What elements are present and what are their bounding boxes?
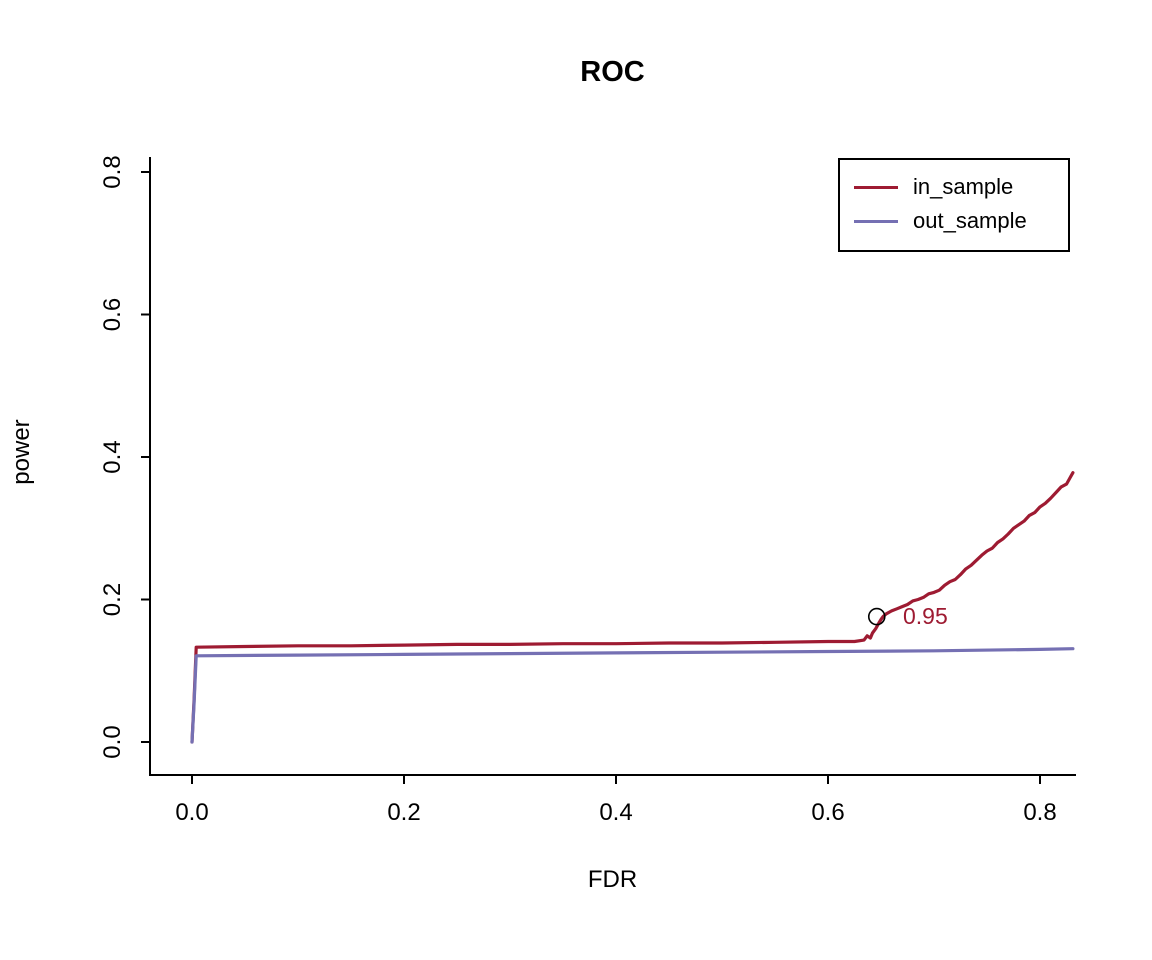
svg-text:0.2: 0.2: [387, 799, 420, 826]
legend: in_sample out_sample: [838, 158, 1070, 252]
threshold-annotation: 0.95: [903, 603, 948, 629]
out-sample-line-swatch: [854, 219, 898, 223]
svg-text:0.0: 0.0: [99, 725, 126, 758]
x-axis-title: FDR: [587, 866, 638, 893]
y-axis-title: power: [8, 419, 35, 485]
legend-row-out-sample: out_sample: [840, 204, 1068, 238]
svg-text:0.6: 0.6: [99, 298, 126, 331]
svg-text:0.8: 0.8: [99, 155, 126, 188]
svg-text:0.2: 0.2: [99, 583, 126, 616]
chart-title: ROC: [580, 56, 645, 88]
legend-label-out-sample: out_sample: [913, 208, 1027, 233]
svg-text:0.0: 0.0: [175, 799, 208, 826]
legend-label-in-sample: in_sample: [913, 174, 1014, 199]
svg-text:0.4: 0.4: [599, 799, 632, 826]
svg-text:0.4: 0.4: [99, 440, 126, 473]
svg-text:0.6: 0.6: [811, 799, 844, 826]
in-sample-line-swatch: [854, 185, 898, 189]
legend-row-in-sample: in_sample: [840, 170, 1068, 204]
svg-text:0.8: 0.8: [1023, 799, 1056, 826]
